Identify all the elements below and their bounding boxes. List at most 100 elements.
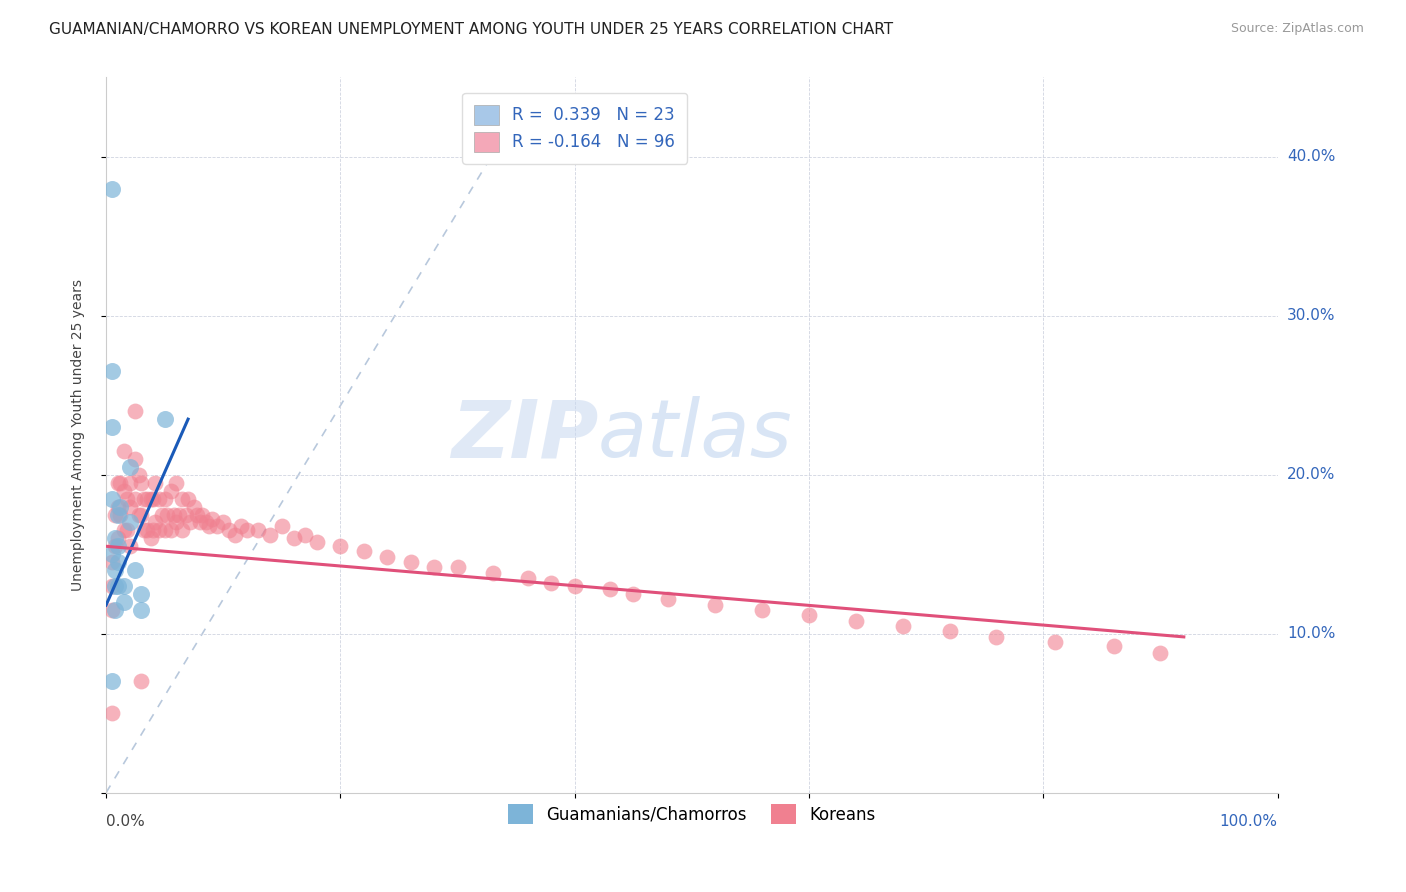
Point bbox=[564, 579, 586, 593]
Point bbox=[153, 524, 176, 538]
Y-axis label: Unemployment Among Youth under 25 years: Unemployment Among Youth under 25 years bbox=[72, 279, 86, 591]
Point bbox=[177, 491, 200, 506]
Text: 0.0%: 0.0% bbox=[105, 814, 145, 829]
Text: 30.0%: 30.0% bbox=[1286, 309, 1336, 323]
Point bbox=[599, 582, 621, 597]
Point bbox=[108, 500, 131, 514]
Point bbox=[129, 587, 152, 601]
Point bbox=[104, 532, 127, 546]
Point bbox=[353, 544, 375, 558]
Point bbox=[845, 614, 868, 628]
Point bbox=[305, 534, 328, 549]
Text: 20.0%: 20.0% bbox=[1286, 467, 1336, 483]
Point bbox=[294, 528, 316, 542]
Point bbox=[107, 532, 129, 546]
Text: 40.0%: 40.0% bbox=[1286, 149, 1336, 164]
Point bbox=[104, 563, 127, 577]
Point bbox=[132, 524, 155, 538]
Point bbox=[112, 595, 135, 609]
Point bbox=[751, 603, 773, 617]
Point bbox=[142, 491, 165, 506]
Point bbox=[118, 539, 141, 553]
Point bbox=[259, 528, 281, 542]
Point bbox=[129, 603, 152, 617]
Point bbox=[704, 598, 727, 612]
Point bbox=[172, 524, 194, 538]
Text: ZIP: ZIP bbox=[451, 396, 598, 474]
Point bbox=[188, 516, 211, 530]
Point bbox=[107, 539, 129, 553]
Point bbox=[446, 560, 468, 574]
Point bbox=[101, 182, 124, 196]
Point bbox=[540, 575, 562, 590]
Point bbox=[174, 508, 197, 522]
Point bbox=[101, 579, 124, 593]
Point bbox=[165, 516, 187, 530]
Point bbox=[375, 550, 398, 565]
Point bbox=[101, 603, 124, 617]
Point bbox=[1149, 646, 1171, 660]
Point bbox=[191, 508, 214, 522]
Point bbox=[1102, 640, 1125, 654]
Point bbox=[118, 459, 141, 474]
Point bbox=[107, 475, 129, 490]
Point bbox=[148, 524, 170, 538]
Point bbox=[128, 508, 150, 522]
Text: GUAMANIAN/CHAMORRO VS KOREAN UNEMPLOYMENT AMONG YOUTH UNDER 25 YEARS CORRELATION: GUAMANIAN/CHAMORRO VS KOREAN UNEMPLOYMEN… bbox=[49, 22, 893, 37]
Point bbox=[101, 491, 124, 506]
Point bbox=[124, 491, 146, 506]
Point bbox=[235, 524, 257, 538]
Point bbox=[186, 508, 208, 522]
Text: Source: ZipAtlas.com: Source: ZipAtlas.com bbox=[1230, 22, 1364, 36]
Point bbox=[148, 491, 170, 506]
Point bbox=[124, 451, 146, 466]
Point bbox=[153, 412, 176, 426]
Point bbox=[101, 555, 124, 569]
Point bbox=[101, 674, 124, 689]
Point bbox=[516, 571, 538, 585]
Point bbox=[891, 619, 914, 633]
Point bbox=[159, 483, 181, 498]
Point bbox=[129, 475, 152, 490]
Point bbox=[224, 528, 246, 542]
Point bbox=[107, 508, 129, 522]
Point bbox=[108, 508, 131, 522]
Text: 10.0%: 10.0% bbox=[1286, 626, 1336, 641]
Point bbox=[107, 555, 129, 569]
Point bbox=[128, 467, 150, 482]
Point bbox=[107, 579, 129, 593]
Point bbox=[270, 518, 292, 533]
Point bbox=[101, 547, 124, 561]
Point bbox=[283, 532, 305, 546]
Point bbox=[621, 587, 644, 601]
Point bbox=[129, 508, 152, 522]
Point bbox=[163, 508, 186, 522]
Point bbox=[150, 508, 173, 522]
Point bbox=[194, 516, 217, 530]
Point bbox=[129, 674, 152, 689]
Point bbox=[104, 539, 127, 553]
Point bbox=[104, 579, 127, 593]
Point bbox=[101, 364, 124, 378]
Point bbox=[136, 524, 159, 538]
Point bbox=[657, 591, 679, 606]
Point bbox=[108, 475, 131, 490]
Point bbox=[112, 444, 135, 458]
Point bbox=[183, 500, 205, 514]
Point bbox=[118, 475, 141, 490]
Point bbox=[124, 563, 146, 577]
Point bbox=[143, 516, 166, 530]
Text: 100.0%: 100.0% bbox=[1219, 814, 1278, 829]
Point bbox=[218, 524, 240, 538]
Point bbox=[167, 508, 190, 522]
Point bbox=[986, 630, 1008, 644]
Point bbox=[118, 516, 141, 530]
Point bbox=[159, 524, 181, 538]
Point bbox=[112, 483, 135, 498]
Point bbox=[481, 566, 503, 581]
Point bbox=[118, 500, 141, 514]
Point bbox=[165, 475, 187, 490]
Point bbox=[124, 404, 146, 418]
Point bbox=[115, 491, 138, 506]
Point bbox=[156, 508, 179, 522]
